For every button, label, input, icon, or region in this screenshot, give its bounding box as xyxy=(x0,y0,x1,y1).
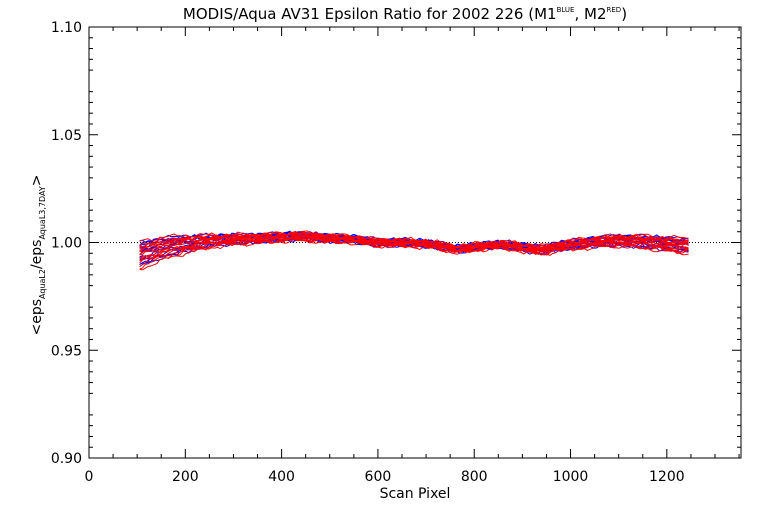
x-tick-label: 400 xyxy=(268,469,295,485)
chart-title-end: ) xyxy=(621,5,627,23)
y-axis-label-sub1: AquaL2 xyxy=(38,269,47,299)
x-tick-label: 200 xyxy=(172,469,199,485)
chart-title-sup-blue: BLUE xyxy=(557,6,575,14)
chart-title-sup-red: RED xyxy=(607,6,622,14)
y-axis-label-slash: /eps xyxy=(29,240,45,270)
x-tick-label: 800 xyxy=(461,469,488,485)
y-axis-label-close: > xyxy=(29,174,45,186)
chart-title: MODIS/Aqua AV31 Epsilon Ratio for 2002 2… xyxy=(183,5,627,23)
y-axis-label-sub2: AquaL3,7DAY xyxy=(38,186,47,239)
x-tick-label: 600 xyxy=(365,469,392,485)
y-tick-label: 0.90 xyxy=(51,451,82,467)
y-axis-label-open: <eps xyxy=(29,299,45,336)
series-line-red xyxy=(139,232,689,251)
chart-title-mid: , M2 xyxy=(574,5,606,23)
chart-title-main: MODIS/Aqua AV31 Epsilon Ratio for 2002 2… xyxy=(183,5,557,23)
x-axis-label: Scan Pixel xyxy=(380,486,451,502)
x-tick-label: 0 xyxy=(85,469,94,485)
series-lines xyxy=(139,230,689,271)
series-line-red xyxy=(139,238,689,271)
x-tick-label: 1000 xyxy=(553,469,589,485)
y-tick-label: 1.10 xyxy=(51,20,82,36)
y-tick-label: 1.05 xyxy=(51,128,82,144)
y-tick-label: 1.00 xyxy=(51,236,82,252)
y-tick-label: 0.95 xyxy=(51,343,82,359)
series-line-red xyxy=(139,233,689,252)
x-tick-label: 1200 xyxy=(649,469,685,485)
series-line-red xyxy=(139,236,689,260)
axis-ticks xyxy=(88,26,741,459)
axis-tick-labels: 0 200 400 600 800 1000 1200 0.90 0.95 1.00 1.05 1.1… xyxy=(51,20,685,485)
y-axis-label: <epsAquaL2/epsAquaL3,7DAY> xyxy=(29,174,47,335)
